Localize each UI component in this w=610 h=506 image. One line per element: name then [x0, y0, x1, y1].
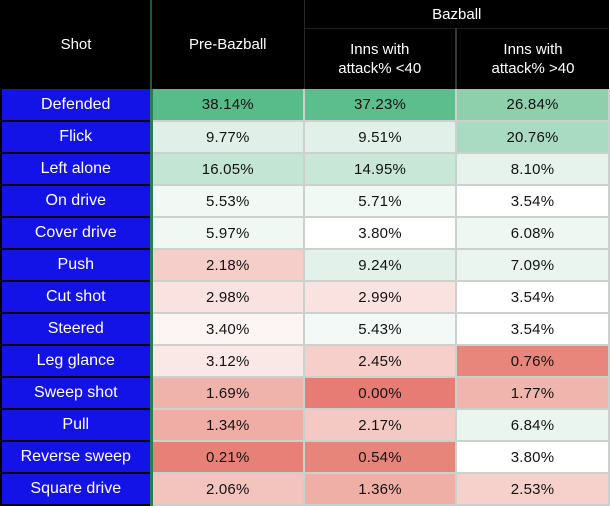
- shot-row-label: On drive: [0, 185, 153, 218]
- value-cell: 3.54%: [456, 281, 610, 314]
- value-cell: 9.24%: [304, 249, 457, 282]
- value-cell: 0.54%: [304, 441, 457, 474]
- shot-row-label: Defended: [0, 89, 153, 122]
- table-row: Reverse sweep 0.21% 0.54% 3.80%: [0, 441, 610, 474]
- value-cell: 2.18%: [151, 249, 305, 282]
- shot-row-label: Sweep shot: [0, 377, 153, 410]
- table-row: On drive 5.53% 5.71% 3.54%: [0, 185, 610, 218]
- value-cell: 3.54%: [456, 185, 610, 218]
- value-cell: 6.08%: [456, 217, 610, 250]
- column-header-attack-gt40-line2: attack% >40: [491, 60, 575, 77]
- value-cell: 0.00%: [304, 377, 457, 410]
- table-row: Steered 3.40% 5.43% 3.54%: [0, 313, 610, 346]
- value-cell: 16.05%: [151, 153, 305, 186]
- value-cell: 5.53%: [151, 185, 305, 218]
- shot-row-label: Steered: [0, 313, 153, 346]
- value-cell: 2.53%: [456, 473, 610, 506]
- table-row: Pull 1.34% 2.17% 6.84%: [0, 409, 610, 442]
- value-cell: 8.10%: [456, 153, 610, 186]
- value-cell: 2.06%: [151, 473, 305, 506]
- value-cell: 2.98%: [151, 281, 305, 314]
- value-cell: 2.45%: [304, 345, 457, 378]
- value-cell: 1.69%: [151, 377, 305, 410]
- shot-row-label: Pull: [0, 409, 153, 442]
- column-header-attack-lt40-line1: Inns with: [350, 41, 410, 58]
- table-body: Defended 38.14% 37.23% 26.84% Flick 9.77% 9.51…: [0, 89, 610, 506]
- value-cell: 3.54%: [456, 313, 610, 346]
- value-cell: 3.12%: [151, 345, 305, 378]
- value-cell: 5.71%: [304, 185, 457, 218]
- column-header-pre-bazball: Pre-Bazball: [151, 0, 305, 89]
- shot-row-label: Cut shot: [0, 281, 153, 314]
- value-cell: 7.09%: [456, 249, 610, 282]
- column-header-attack-lt40: Inns with attack% <40: [304, 28, 457, 89]
- table-row: Push 2.18% 9.24% 7.09%: [0, 249, 610, 282]
- value-cell: 2.99%: [304, 281, 457, 314]
- column-header-shot: Shot: [0, 0, 152, 89]
- value-cell: 3.80%: [304, 217, 457, 250]
- table-row: Sweep shot 1.69% 0.00% 1.77%: [0, 377, 610, 410]
- value-cell: 38.14%: [151, 89, 305, 122]
- value-cell: 9.77%: [151, 121, 305, 154]
- value-cell: 1.34%: [151, 409, 305, 442]
- value-cell: 0.76%: [456, 345, 610, 378]
- column-header-attack-gt40-line1: Inns with: [503, 41, 563, 58]
- value-cell: 20.76%: [456, 121, 610, 154]
- table-row: Defended 38.14% 37.23% 26.84%: [0, 89, 610, 122]
- value-cell: 37.23%: [304, 89, 457, 122]
- table-row: Flick 9.77% 9.51% 20.76%: [0, 121, 610, 154]
- value-cell: 2.17%: [304, 409, 457, 442]
- value-cell: 9.51%: [304, 121, 457, 154]
- value-cell: 1.36%: [304, 473, 457, 506]
- shot-row-label: Flick: [0, 121, 153, 154]
- table-row: Square drive 2.06% 1.36% 2.53%: [0, 473, 610, 506]
- shot-row-label: Reverse sweep: [0, 441, 153, 474]
- value-cell: 5.43%: [304, 313, 457, 346]
- value-cell: 3.80%: [456, 441, 610, 474]
- table-row: Cut shot 2.98% 2.99% 3.54%: [0, 281, 610, 314]
- shot-row-label: Cover drive: [0, 217, 153, 250]
- table-header: Shot Pre-Bazball Bazball Inns with attac…: [0, 0, 610, 89]
- value-cell: 0.21%: [151, 441, 305, 474]
- shot-row-label: Square drive: [0, 473, 153, 506]
- value-cell: 26.84%: [456, 89, 610, 122]
- table-row: Leg glance 3.12% 2.45% 0.76%: [0, 345, 610, 378]
- value-cell: 3.40%: [151, 313, 305, 346]
- table-row: Cover drive 5.97% 3.80% 6.08%: [0, 217, 610, 250]
- column-header-attack-gt40: Inns with attack% >40: [456, 28, 610, 89]
- value-cell: 6.84%: [456, 409, 610, 442]
- column-header-attack-lt40-line2: attack% <40: [338, 60, 422, 77]
- value-cell: 1.77%: [456, 377, 610, 410]
- shot-row-label: Left alone: [0, 153, 153, 186]
- column-group-header-bazball: Bazball: [304, 0, 610, 29]
- shot-row-label: Leg glance: [0, 345, 153, 378]
- value-cell: 5.97%: [151, 217, 305, 250]
- table-row: Left alone 16.05% 14.95% 8.10%: [0, 153, 610, 186]
- value-cell: 14.95%: [304, 153, 457, 186]
- shot-row-label: Push: [0, 249, 153, 282]
